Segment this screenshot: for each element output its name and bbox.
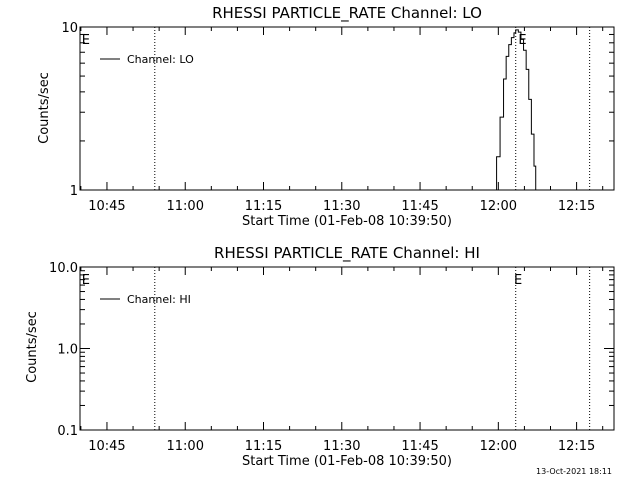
top-x-tick-label: 10:45 [88,199,125,214]
top-plot-area: 10:45 11:00 11:15 11:30 11:45 12:00 12:15 1 10 E E… [61,21,615,214]
top-x-tick-label: 12:00 [480,199,517,214]
bottom-x-tick-label: 11:00 [167,439,204,454]
top-x-tick-label: 11:15 [245,199,282,214]
bottom-legend-entry: Channel: HI [127,293,191,306]
top-chart-title: RHESSI PARTICLE_RATE Channel: LO [212,4,482,23]
bottom-y-axis-label: Counts/sec [25,311,40,383]
bottom-panel: RHESSI PARTICLE_RATE Channel: HI Start T… [25,244,615,469]
bottom-x-tick-label: 10:45 [88,439,125,454]
bottom-plot-area: 10:45 11:00 11:15 11:30 11:45 12:00 12:15 0.1 1.… [49,261,615,454]
bottom-annotation: E [82,273,90,288]
bottom-y-tick-label: 0.1 [57,424,78,439]
top-panel: RHESSI PARTICLE_RATE Channel: LO Start T… [37,4,615,229]
bottom-y-tick-label: 1.0 [57,343,78,358]
bottom-x-tick-label: 12:00 [480,439,517,454]
top-y-axis-label: Counts/sec [37,72,52,144]
top-annotation: E [518,33,526,48]
bottom-y-tick-label: 10.0 [49,261,78,276]
top-x-tick-label: 12:15 [558,199,595,214]
top-annotation: E [82,33,90,48]
top-series-line [493,29,537,191]
top-legend-entry: Channel: LO [127,53,194,66]
top-y-tick-label: 1 [70,184,78,199]
top-y-tick-label: 10 [61,21,78,36]
bottom-chart-title: RHESSI PARTICLE_RATE Channel: HI [214,244,480,263]
bottom-plot-frame [79,266,615,431]
footer-timestamp: 13-Oct-2021 18:11 [536,467,612,476]
bottom-x-tick-label: 12:15 [558,439,595,454]
bottom-x-tick-label: 11:15 [245,439,282,454]
top-x-axis-label: Start Time (01-Feb-08 10:39:50) [242,214,452,229]
bottom-annotation: E [514,273,522,288]
top-x-tick-label: 11:45 [401,199,438,214]
top-plot-frame [79,26,615,191]
bottom-x-tick-label: 11:30 [323,439,360,454]
top-x-tick-label: 11:00 [167,199,204,214]
top-x-tick-label: 11:30 [323,199,360,214]
bottom-x-tick-label: 11:45 [401,439,438,454]
bottom-x-axis-label: Start Time (01-Feb-08 10:39:50) [242,454,452,469]
